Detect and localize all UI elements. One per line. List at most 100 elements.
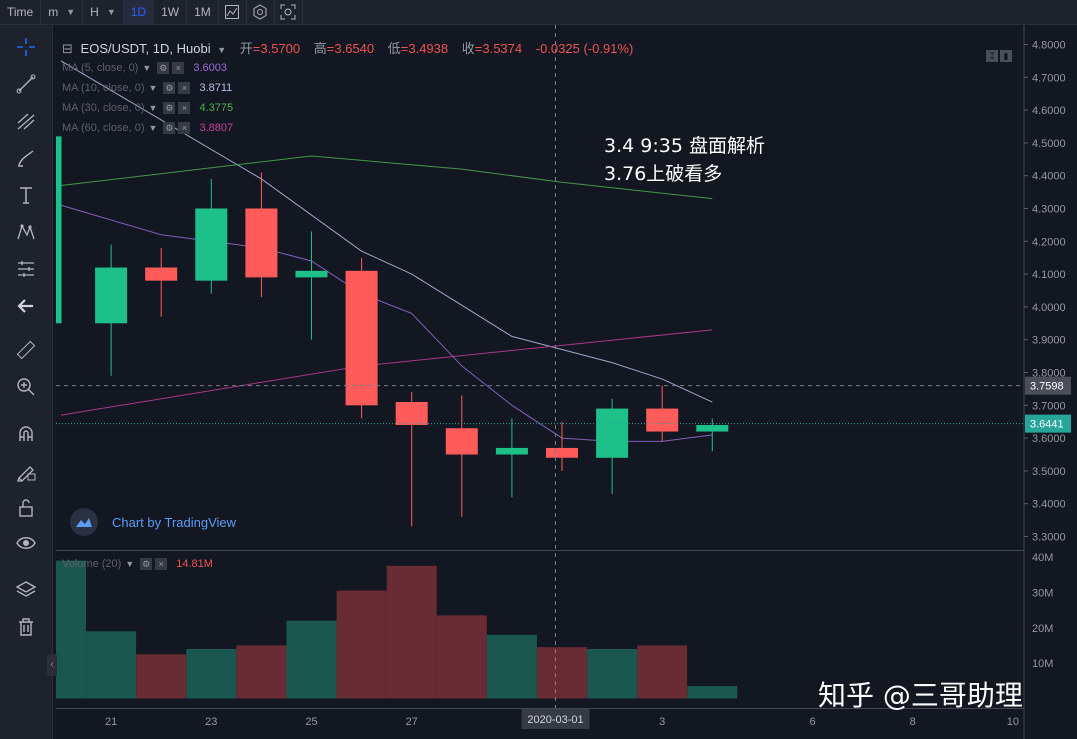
crosshair-icon[interactable] bbox=[13, 34, 39, 60]
time-tick-label: 25 bbox=[305, 716, 317, 728]
settings-icon[interactable]: ⚙ bbox=[163, 122, 176, 134]
volume-bar bbox=[336, 590, 387, 699]
move-down-icon[interactable]: ↧ bbox=[986, 50, 998, 62]
trend-line-icon[interactable] bbox=[13, 71, 39, 97]
interval-minutes[interactable]: m ▼ bbox=[41, 0, 84, 24]
interval-1d[interactable]: 1D bbox=[123, 0, 155, 24]
candle-body bbox=[56, 136, 61, 324]
ma-legend-row[interactable]: MA (60, close, 0) ▼ ⚙ × 3.8807 bbox=[62, 118, 233, 138]
chevron-down-icon[interactable]: ▼ bbox=[125, 559, 135, 569]
screenshot-icon[interactable] bbox=[275, 0, 303, 24]
high-value: 3.6540 bbox=[334, 41, 375, 56]
settings-icon[interactable]: ⚙ bbox=[140, 558, 153, 570]
lock-pencil-icon[interactable] bbox=[13, 458, 39, 484]
layers-icon[interactable] bbox=[13, 577, 39, 603]
volume-bar bbox=[236, 645, 287, 699]
price-tick-label: 3.5000 bbox=[1032, 466, 1066, 478]
indicators-icon[interactable] bbox=[247, 0, 275, 24]
volume-bar bbox=[486, 634, 537, 699]
volume-label: Volume (20) bbox=[62, 558, 122, 570]
ma-line bbox=[60, 204, 713, 442]
ma-label: MA (5, close, 0) bbox=[62, 62, 139, 74]
candle-body bbox=[295, 270, 328, 278]
top-toolbar: Time m ▼ H ▼ 1D 1W 1M bbox=[0, 0, 1077, 25]
interval-1w[interactable]: 1W bbox=[154, 0, 188, 24]
volume-bar bbox=[56, 560, 86, 699]
back-arrow-icon[interactable] bbox=[13, 293, 39, 319]
volume-tick-label: 20M bbox=[1032, 623, 1053, 635]
ruler-icon[interactable] bbox=[13, 337, 39, 363]
eye-icon[interactable] bbox=[13, 530, 39, 556]
price-tick-label: 4.8000 bbox=[1032, 40, 1066, 52]
tradingview-brand[interactable]: Chart by TradingView bbox=[70, 508, 236, 536]
candle-body bbox=[546, 447, 578, 458]
annotation-text[interactable]: 3.4 9:35 盘面解析 3.76上破看多 bbox=[604, 132, 765, 188]
ma-line bbox=[60, 329, 713, 416]
collapse-toolbar-icon[interactable]: ‹ bbox=[47, 654, 57, 676]
high-label: 高 bbox=[313, 41, 327, 56]
zoom-in-icon[interactable] bbox=[13, 374, 39, 400]
price-tick-label: 3.9000 bbox=[1032, 335, 1066, 347]
ma-legend-row[interactable]: MA (5, close, 0) ▼ ⚙ × 3.6003 bbox=[62, 58, 233, 78]
close-icon[interactable]: × bbox=[155, 558, 168, 570]
chevron-down-icon[interactable]: ▼ bbox=[142, 63, 152, 73]
price-tick-label: 3.6000 bbox=[1032, 433, 1066, 445]
candle-body bbox=[95, 267, 128, 324]
tradingview-logo-icon bbox=[70, 508, 98, 536]
magnet-icon[interactable] bbox=[13, 421, 39, 447]
change-value: -0.0325 (-0.91%) bbox=[535, 41, 634, 56]
price-tick-label: 4.7000 bbox=[1032, 72, 1066, 84]
volume-bar bbox=[186, 648, 237, 699]
bar-style-icon[interactable] bbox=[219, 0, 247, 24]
candle-body bbox=[445, 428, 478, 455]
brand-text: Chart by TradingView bbox=[112, 514, 237, 530]
chevron-down-icon: ▼ bbox=[106, 7, 116, 17]
volume-legend[interactable]: Volume (20) ▼ ⚙ × 14.81M bbox=[62, 558, 213, 570]
volume-bar bbox=[136, 654, 187, 699]
settings-icon[interactable]: ⚙ bbox=[163, 82, 176, 94]
volume-bar bbox=[386, 565, 437, 699]
close-icon[interactable]: × bbox=[172, 62, 185, 74]
price-tick-label: 4.5000 bbox=[1032, 138, 1066, 150]
candle-body bbox=[495, 447, 528, 455]
collapse-legend-icon[interactable]: ⊟ bbox=[62, 41, 73, 56]
ma-label: MA (10, close, 0) bbox=[62, 82, 145, 94]
crosshair-date-label: 2020-03-01 bbox=[527, 714, 583, 726]
close-icon[interactable]: × bbox=[178, 82, 191, 94]
chevron-down-icon[interactable]: ▼ bbox=[148, 83, 158, 93]
price-tick-label: 3.3000 bbox=[1032, 532, 1066, 544]
price-tick-label: 3.7000 bbox=[1032, 400, 1066, 412]
pane-controls: ↧ ▮ bbox=[986, 50, 1014, 62]
unlock-icon[interactable] bbox=[13, 495, 39, 521]
maximize-icon[interactable]: ▮ bbox=[1000, 50, 1012, 62]
settings-icon[interactable]: ⚙ bbox=[163, 102, 176, 114]
pitchfork-icon[interactable] bbox=[13, 108, 39, 134]
candle-body bbox=[145, 267, 178, 281]
ma-legend-row[interactable]: MA (30, close, 0) ▼ ⚙ × 4.3775 bbox=[62, 98, 233, 118]
trash-icon[interactable] bbox=[13, 614, 39, 640]
time-tick-label: 3 bbox=[659, 716, 665, 728]
volume-tick-label: 30M bbox=[1032, 587, 1053, 599]
ma-value: 3.6003 bbox=[193, 62, 227, 74]
forecast-icon[interactable] bbox=[13, 256, 39, 282]
candle-body bbox=[395, 402, 428, 425]
close-icon[interactable]: × bbox=[178, 102, 191, 114]
interval-hours[interactable]: H ▼ bbox=[83, 0, 124, 24]
pattern-icon[interactable] bbox=[13, 219, 39, 245]
time-tick-label: 21 bbox=[105, 716, 117, 728]
chevron-down-icon[interactable]: ▼ bbox=[148, 123, 158, 133]
price-tick-label: 3.8000 bbox=[1032, 368, 1066, 380]
volume-bar bbox=[286, 620, 337, 699]
settings-icon[interactable]: ⚙ bbox=[157, 62, 170, 74]
symbol-title[interactable]: EOS/USDT, 1D, Huobi bbox=[80, 41, 211, 56]
ma-legend-row[interactable]: MA (10, close, 0) ▼ ⚙ × 3.8711 bbox=[62, 78, 233, 98]
close-icon[interactable]: × bbox=[178, 122, 191, 134]
time-tick-label: 23 bbox=[205, 716, 217, 728]
interval-1m[interactable]: 1M bbox=[187, 0, 219, 24]
candle-body bbox=[245, 208, 278, 278]
open-label: 开 bbox=[239, 41, 253, 56]
brush-icon[interactable] bbox=[13, 145, 39, 171]
chevron-down-icon[interactable]: ▼ bbox=[148, 103, 158, 113]
text-icon[interactable] bbox=[13, 182, 39, 208]
chevron-down-icon[interactable]: ▼ bbox=[217, 45, 227, 55]
